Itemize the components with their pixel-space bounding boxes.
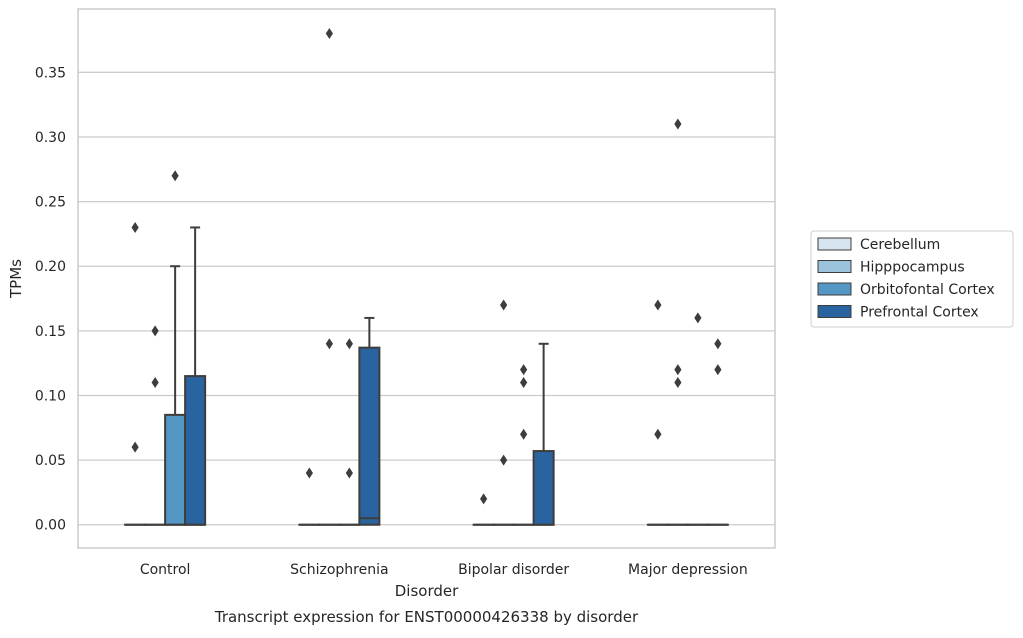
outlier-point [326, 338, 333, 349]
y-tick-label: 0.20 [35, 259, 66, 275]
x-tick-label: Major depression [628, 562, 748, 578]
legend-swatch [818, 283, 851, 295]
legend-label: Cerebellum [860, 237, 940, 253]
outlier-point [674, 119, 681, 130]
outlier-point [132, 442, 139, 453]
x-tick-label: Schizophrenia [290, 562, 388, 578]
outlier-point [346, 468, 353, 479]
box-group [359, 318, 379, 525]
x-tick-label: Bipolar disorder [458, 562, 569, 578]
box [359, 348, 379, 525]
legend-swatch [818, 238, 851, 250]
box [534, 451, 554, 525]
outlier-point [346, 338, 353, 349]
outlier-point [172, 170, 179, 181]
y-axis-label: TPMs [7, 259, 25, 299]
y-tick-label: 0.10 [35, 388, 66, 404]
y-tick-label: 0.05 [35, 453, 66, 469]
outlier-point [326, 28, 333, 39]
box [185, 376, 205, 525]
outlier-point [694, 312, 701, 323]
y-axis-ticks: 0.00 0.05 0.10 0.15 0.20 0.25 0.30 0.35 [35, 65, 66, 533]
outlier-point [674, 377, 681, 388]
box-group [534, 344, 554, 525]
outlier-point [654, 299, 661, 310]
chart-caption: Transcript expression for ENST0000042633… [214, 608, 639, 626]
outlier-point [132, 222, 139, 233]
outlier-point [714, 338, 721, 349]
outlier-point [520, 364, 527, 375]
y-tick-label: 0.00 [35, 518, 66, 534]
outlier-point [480, 493, 487, 504]
outlier-point [152, 325, 159, 336]
y-tick-label: 0.25 [35, 195, 66, 211]
outlier-point [500, 299, 507, 310]
legend-label: Hipppocampus [860, 260, 965, 276]
outlier-point [520, 429, 527, 440]
outlier-point [152, 377, 159, 388]
box [165, 415, 185, 525]
legend-swatch [818, 306, 851, 318]
outlier-point [654, 429, 661, 440]
outlier-point [714, 364, 721, 375]
y-tick-label: 0.30 [35, 130, 66, 146]
outlier-point [306, 468, 313, 479]
legend-swatch [818, 261, 851, 273]
legend-label: Orbitofontal Cortex [860, 282, 995, 298]
y-tick-label: 0.35 [35, 65, 66, 81]
y-tick-label: 0.15 [35, 324, 66, 340]
x-axis-ticks: Control Schizophrenia Bipolar disorder Majo… [140, 562, 748, 578]
box-group [185, 227, 205, 524]
legend-label: Prefrontal Cortex [860, 305, 979, 321]
outlier-point [520, 377, 527, 388]
legend: Cerebellum Hipppocampus Orbitofontal Corte… [811, 231, 1013, 327]
outlier-point [674, 364, 681, 375]
boxes [125, 227, 728, 524]
x-tick-label: Control [140, 562, 191, 578]
x-axis-label: Disorder [395, 582, 459, 600]
outlier-point [500, 455, 507, 466]
